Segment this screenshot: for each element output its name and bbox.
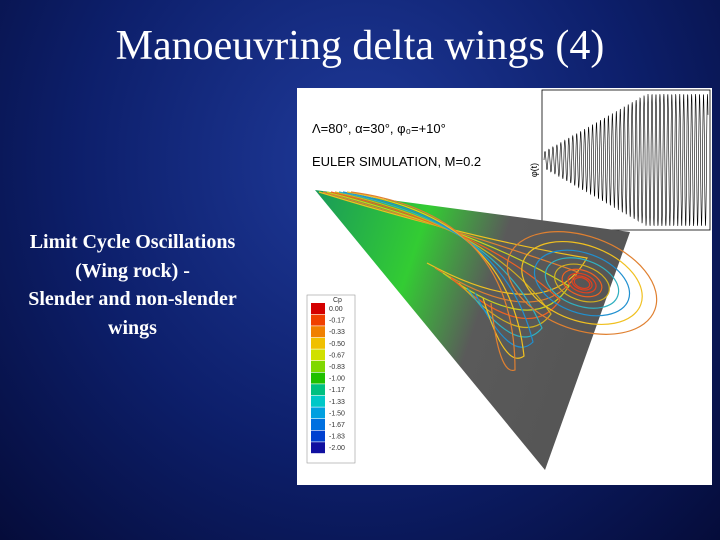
colorbar-swatch: [311, 303, 325, 314]
slide-title: Manoeuvring delta wings (4): [115, 23, 605, 69]
colorbar: 0.00 -0.17 -0.33 -0.50 -0.67 -0.83 -1.00 -1.17 -…: [311, 303, 345, 454]
contour: [350, 191, 516, 372]
figure: φ(t) t Λ=80°, α=30°, φ₀=+10° EULER SIMUL…: [297, 88, 712, 485]
contour: [554, 263, 610, 303]
colorbar-label: -0.67: [329, 352, 345, 359]
contour: [330, 191, 561, 320]
contour: [571, 275, 593, 291]
slide-body: Limit Cycle Oscillations (Wing rock) - Sle…: [0, 228, 265, 342]
contours: [318, 191, 658, 372]
contour: [346, 191, 525, 359]
colorbar-label: -2.00: [329, 445, 345, 452]
colorbar-label: -0.17: [329, 318, 345, 325]
colorbar-label: -1.33: [329, 399, 345, 406]
colorbar-label: -1.83: [329, 434, 345, 441]
colorbar-label: -0.83: [329, 364, 345, 371]
colorbar-swatch: [311, 407, 325, 419]
contour: [561, 268, 603, 298]
colorbar-frame: [306, 294, 356, 464]
colorbar-swatch: [311, 372, 325, 384]
body-line: Limit Cycle Oscillations: [29, 231, 236, 253]
inset-curve: [543, 93, 709, 227]
contour: [533, 249, 631, 317]
simulation-label: EULER SIMULATION, M=0.2: [312, 154, 481, 169]
delta-wing: [315, 190, 630, 470]
inset-frame: [541, 89, 711, 231]
parameters: Λ=80°, α=30°, φ₀=+10°: [312, 121, 446, 136]
colorbar-swatch: [311, 430, 325, 442]
contour: [573, 276, 591, 290]
colorbar-swatch: [311, 326, 325, 338]
colorbar-label: -1.50: [329, 410, 345, 417]
colorbar-label: -1.17: [329, 387, 345, 394]
colorbar-swatch: [311, 349, 325, 361]
colorbar-swatch: [311, 384, 325, 396]
colorbar-swatch: [311, 419, 325, 430]
body-line: (Wing rock) -: [75, 259, 190, 282]
contour: [567, 272, 597, 294]
colorbar-swatch: [311, 442, 325, 454]
contour: [544, 257, 620, 309]
body-line: Slender and non-slender: [28, 288, 237, 310]
contour: [342, 191, 534, 348]
colorbar-swatch: [311, 395, 325, 407]
colorbar-swatch: [311, 314, 325, 326]
colorbar-label: -0.33: [329, 329, 345, 336]
colorbar-swatch: [311, 337, 325, 349]
colorbar-label: -1.00: [329, 376, 345, 383]
colorbar-label: 0.00: [329, 306, 343, 313]
body-line: wings: [108, 316, 157, 339]
colorbar-swatch: [311, 361, 325, 372]
contour: [334, 191, 552, 329]
colorbar-label: -0.50: [329, 341, 345, 348]
colorbar-label: -1.67: [329, 422, 345, 429]
contour: [318, 191, 588, 295]
contour: [506, 231, 658, 335]
colorbar-title: Cp: [333, 297, 342, 304]
contour: [326, 191, 570, 311]
inset-y-label: φ(t): [529, 163, 539, 177]
contour: [521, 240, 643, 326]
contour: [338, 191, 543, 338]
